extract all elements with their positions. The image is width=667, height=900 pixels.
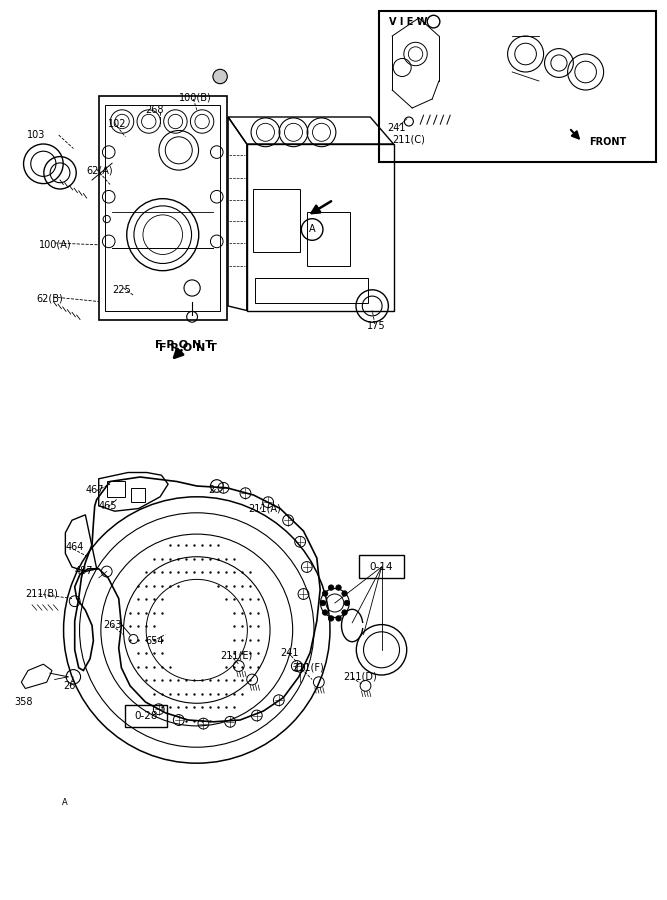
Circle shape (322, 610, 327, 616)
Bar (107, 481, 125, 497)
Text: V I E W: V I E W (389, 16, 428, 27)
Bar (379, 11, 656, 162)
Text: 211(D): 211(D) (344, 671, 378, 682)
Bar (99, 96, 227, 320)
Text: 211(A): 211(A) (248, 503, 281, 514)
Bar (307, 212, 350, 266)
Circle shape (213, 69, 227, 84)
Text: 102: 102 (108, 119, 127, 130)
Text: 175: 175 (367, 320, 386, 331)
Circle shape (320, 600, 325, 606)
Text: FRONT: FRONT (589, 137, 626, 148)
Text: 225: 225 (112, 284, 131, 295)
Text: F R O N T: F R O N T (159, 343, 217, 354)
Text: 103: 103 (27, 130, 45, 140)
Bar (359, 555, 404, 578)
Text: 211(B): 211(B) (25, 589, 58, 599)
Text: 26: 26 (63, 680, 76, 691)
Text: 62(A): 62(A) (87, 166, 113, 176)
Text: 654: 654 (145, 635, 164, 646)
Bar (255, 278, 368, 303)
Circle shape (336, 585, 342, 590)
Text: 241: 241 (280, 647, 299, 658)
Bar (253, 189, 300, 252)
Text: 211(E): 211(E) (220, 650, 252, 661)
Text: 465: 465 (99, 500, 117, 511)
Text: 100(B): 100(B) (179, 92, 211, 103)
Bar (125, 705, 167, 727)
Text: 241: 241 (387, 122, 406, 133)
Circle shape (342, 590, 348, 596)
Text: 263: 263 (103, 620, 122, 631)
Text: F R O N T: F R O N T (155, 339, 213, 350)
Bar (131, 488, 145, 502)
Text: 464: 464 (65, 542, 84, 553)
Circle shape (336, 616, 342, 621)
Circle shape (342, 610, 348, 616)
Text: A: A (62, 798, 68, 807)
Circle shape (328, 616, 334, 621)
Text: 467: 467 (85, 484, 104, 495)
Text: 0-28: 0-28 (134, 711, 158, 721)
Text: 358: 358 (15, 697, 33, 707)
Circle shape (328, 585, 334, 590)
Text: 100(A): 100(A) (39, 239, 71, 250)
Text: 211(C): 211(C) (392, 134, 425, 145)
Text: 487: 487 (75, 566, 93, 577)
Text: 2: 2 (208, 484, 214, 495)
Text: 211(F): 211(F) (292, 662, 324, 673)
Text: A: A (309, 224, 315, 235)
Text: 0-14: 0-14 (370, 562, 394, 572)
Text: 62(B): 62(B) (37, 293, 63, 304)
Circle shape (344, 600, 350, 606)
Text: 268: 268 (145, 104, 164, 115)
Circle shape (322, 590, 327, 596)
